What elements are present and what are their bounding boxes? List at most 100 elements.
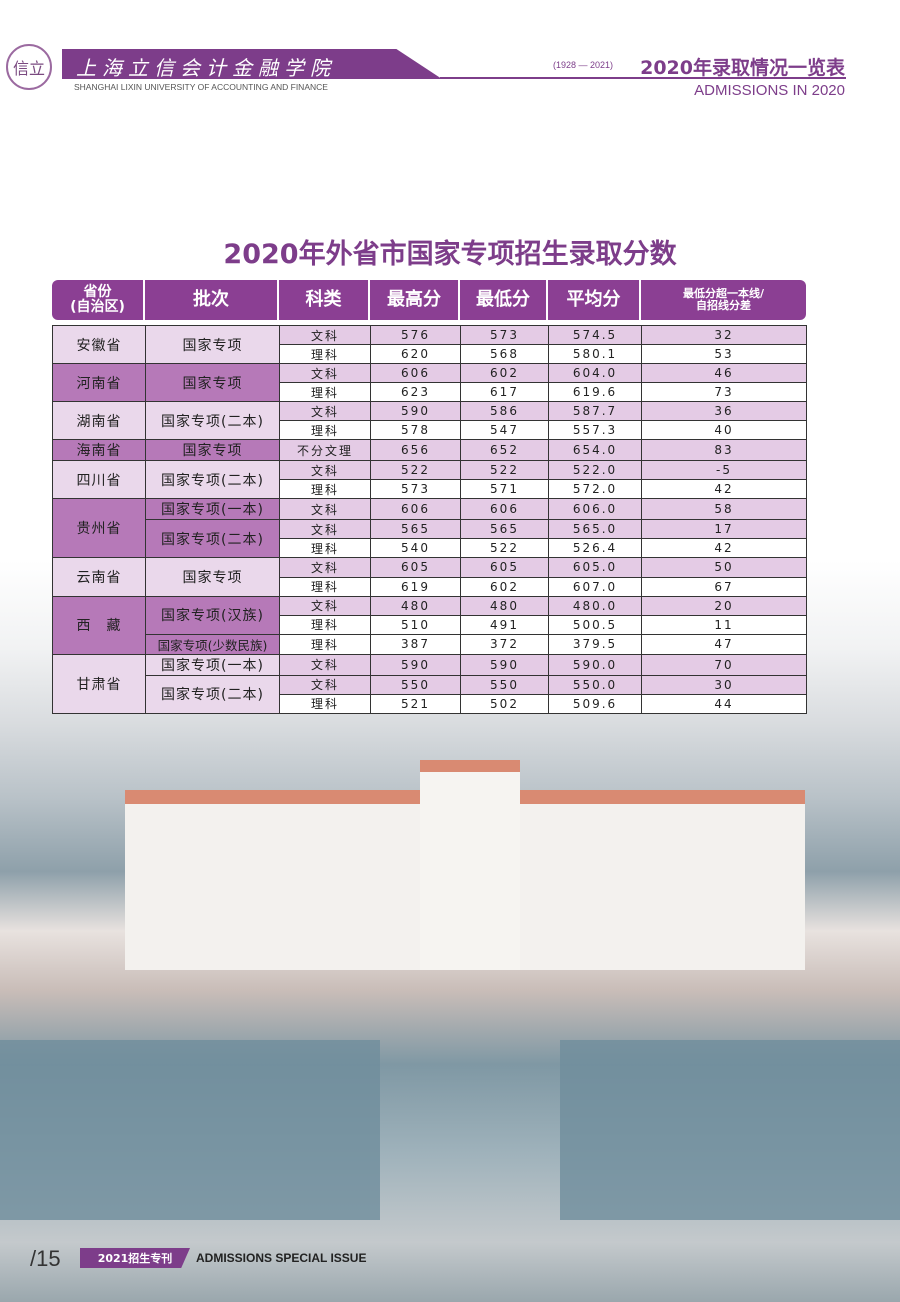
diff-cell: 67 [641,576,807,597]
max-score-cell: 590 [370,401,461,422]
column-header: 省份 (自治区) [52,280,145,320]
university-seal-logo: 信立 [6,44,52,90]
batch-cell: 国家专项(少数民族) [145,633,280,655]
avg-score-cell: 574.5 [548,324,642,346]
batch-cell: 国家专项(二本) [145,460,280,500]
min-score-cell: 565 [460,519,549,540]
avg-score-cell: 606.0 [548,498,642,521]
diff-cell: -5 [641,460,807,481]
diff-cell: 11 [641,614,807,635]
column-header: 最高分 [370,280,460,320]
batch-cell: 国家专项(二本) [145,674,280,714]
min-score-cell: 480 [460,595,549,616]
issue-label: ADMISSIONS SPECIAL ISSUE [196,1251,367,1265]
avg-score-cell: 379.5 [548,633,642,655]
diff-cell: 46 [641,363,807,384]
column-header: 平均分 [548,280,641,320]
subject-cell: 理科 [279,614,371,635]
diff-cell: 42 [641,479,807,500]
diff-cell: 36 [641,401,807,422]
table-row: 甘肃省 国家专项(一本) 文科 590 590 590.0 70 [52,653,807,714]
subject-cell: 理科 [279,479,371,500]
min-score-cell: 372 [460,633,549,655]
max-score-cell: 510 [370,614,461,635]
table-title: 2020年外省市国家专项招生录取分数 [223,239,677,270]
table-row: 云南省 国家专项 文科 605 605 605.0 50 [52,557,807,597]
table-row: 理科 623 617 619.6 73 [53,382,807,403]
batch-cell: 国家专项 [145,439,280,462]
table-row: 理科 619 602 607.0 67 [53,576,807,597]
min-score-cell: 502 [460,693,549,714]
avg-score-cell: 605.0 [548,557,642,578]
min-score-cell: 491 [460,614,549,635]
batch-cell: 国家专项(二本) [145,401,280,441]
max-score-cell: 480 [370,595,461,616]
subject-cell: 理科 [279,344,371,365]
province-cell: 西 藏 [52,595,146,655]
min-score-cell: 571 [460,479,549,500]
min-score-cell: 602 [460,576,549,597]
pool-left [0,1040,380,1220]
subject-cell: 文科 [279,460,371,481]
subject-cell: 理科 [279,382,371,403]
max-score-cell: 656 [370,439,461,462]
avg-score-cell: 580.1 [548,344,642,365]
batch-cell: 国家专项(一本) [145,653,280,676]
avg-score-cell: 619.6 [548,382,642,403]
avg-score-cell: 654.0 [548,439,642,462]
min-score-cell: 547 [460,420,549,441]
max-score-cell: 522 [370,460,461,481]
batch-cell: 国家专项(二本) [145,519,280,559]
header-divider [440,77,846,79]
avg-score-cell: 500.5 [548,614,642,635]
subject-cell: 理科 [279,538,371,559]
diff-cell: 53 [641,344,807,365]
max-score-cell: 606 [370,498,461,521]
subject-cell: 文科 [279,401,371,422]
max-score-cell: 540 [370,538,461,559]
diff-cell: 83 [641,439,807,462]
max-score-cell: 573 [370,479,461,500]
subject-cell: 文科 [279,595,371,616]
diff-cell: 42 [641,538,807,559]
table-row: 安徽省 国家专项 文科 576 573 574.5 32 [52,324,807,365]
table-row: 河南省 国家专项 文科 606 602 604.0 46 [52,363,807,403]
min-score-cell: 586 [460,401,549,422]
min-score-cell: 606 [460,498,549,521]
diff-cell: 47 [641,633,807,655]
avg-score-cell: 565.0 [548,519,642,540]
diff-cell: 40 [641,420,807,441]
min-score-cell: 652 [460,439,549,462]
table-row: 国家专项(少数民族) 理科 387 372 379.5 47 [53,633,807,655]
province-cell: 甘肃省 [52,653,146,714]
page-number: /15 [30,1246,61,1271]
max-score-cell: 565 [370,519,461,540]
max-score-cell: 387 [370,633,461,655]
min-score-cell: 573 [460,324,549,346]
avg-score-cell: 607.0 [548,576,642,597]
pool-right [560,1040,900,1220]
avg-score-cell: 587.7 [548,401,642,422]
subject-cell: 文科 [279,363,371,384]
max-score-cell: 619 [370,576,461,597]
max-score-cell: 590 [370,653,461,676]
max-score-cell: 550 [370,674,461,695]
max-score-cell: 606 [370,363,461,384]
min-score-cell: 602 [460,363,549,384]
table-row: 理科 573 571 572.0 42 [53,479,807,500]
table-row: 理科 578 547 557.3 40 [53,420,807,441]
avg-score-cell: 572.0 [548,479,642,500]
diff-cell: 50 [641,557,807,578]
batch-cell: 国家专项 [145,363,280,403]
table-row: 贵州省 国家专项(一本) 文科 606 606 606.0 58 [52,498,807,559]
table-row: 海南省 国家专项 不分文理 656 652 654.0 83 [52,439,807,462]
subject-cell: 理科 [279,420,371,441]
table-header: 省份 (自治区) 批次 科类 最高分 最低分 平均分 最低分超一本线/ 自招线分差 [52,280,806,320]
province-cell: 河南省 [52,363,146,403]
table-row: 理科 521 502 509.6 44 [53,693,807,714]
max-score-cell: 623 [370,382,461,403]
min-score-cell: 617 [460,382,549,403]
subject-cell: 文科 [279,557,371,578]
avg-score-cell: 509.6 [548,693,642,714]
batch-cell: 国家专项 [145,324,280,365]
